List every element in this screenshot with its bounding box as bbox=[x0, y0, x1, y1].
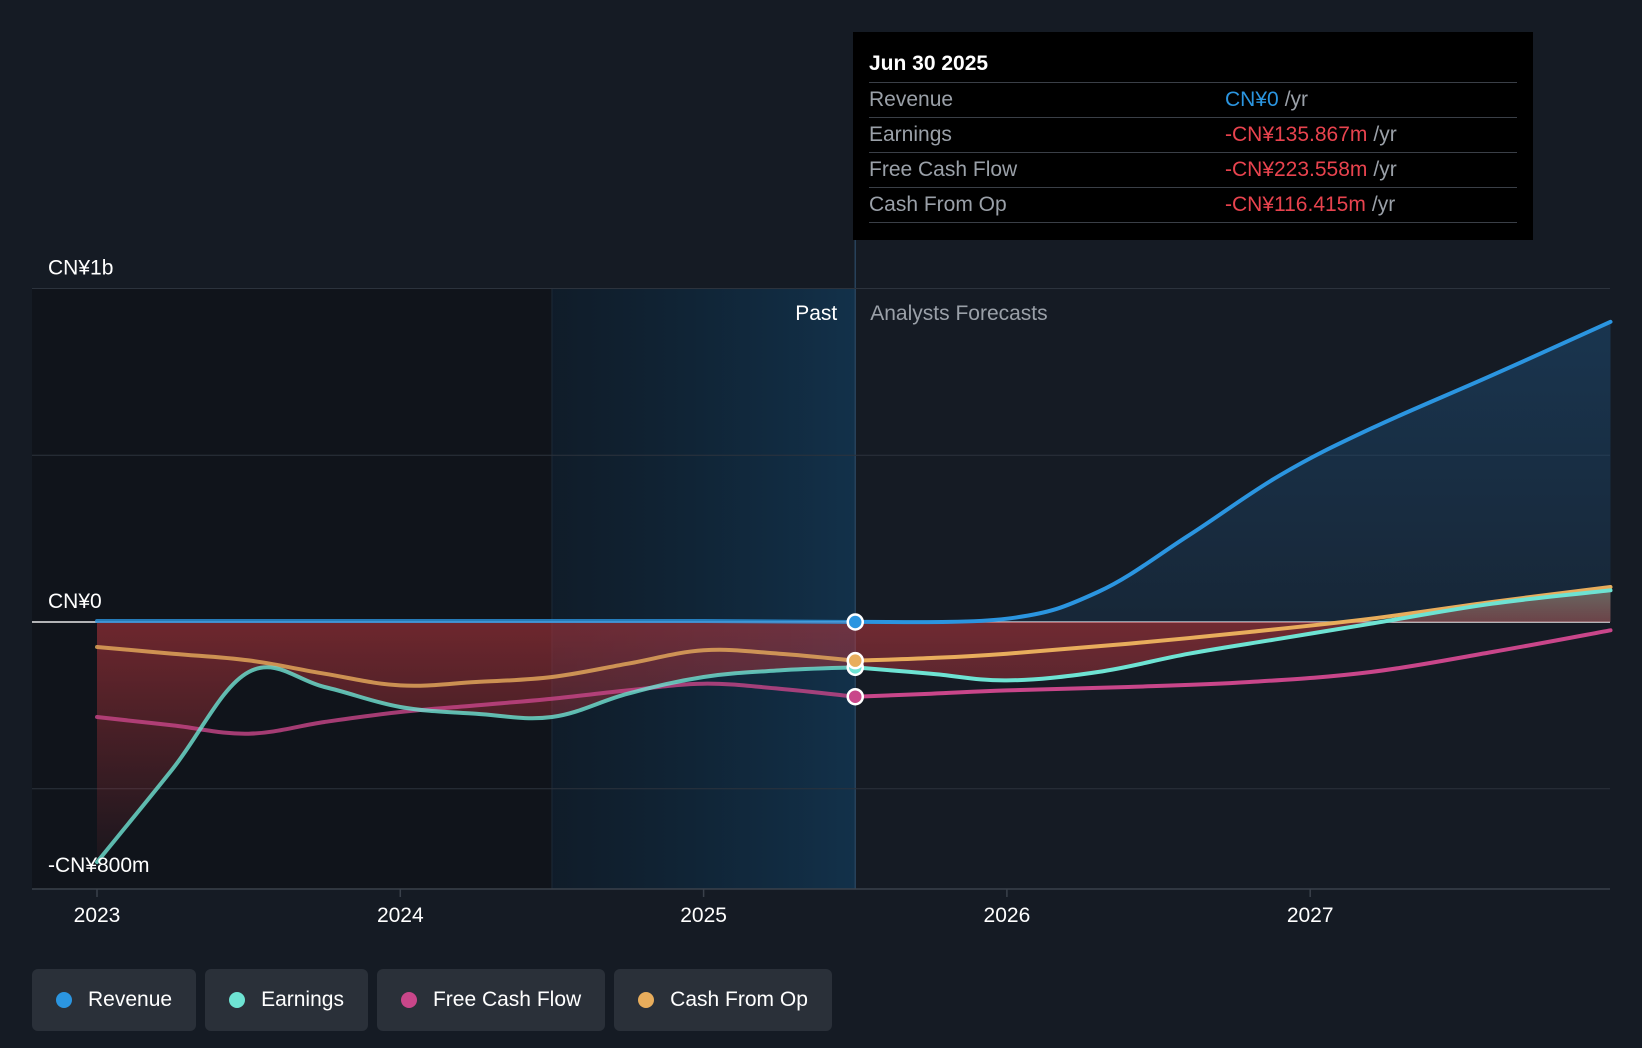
x-tick-label: 2024 bbox=[377, 904, 424, 927]
forecast-label: Analysts Forecasts bbox=[870, 302, 1047, 325]
tooltip-label: Revenue bbox=[869, 88, 954, 111]
x-tick-label: 2026 bbox=[984, 904, 1031, 927]
legend-dot-icon bbox=[229, 992, 246, 1008]
y-tick-label: -CN¥800m bbox=[48, 854, 150, 877]
tooltip-value: -CN¥135.867m bbox=[1225, 123, 1368, 146]
tooltip-row-earnings: Earnings -CN¥135.867m /yr bbox=[869, 118, 1517, 153]
tooltip-unit: /yr bbox=[1373, 158, 1397, 181]
revenue-line-forecast bbox=[853, 319, 1613, 625]
earnings-line-forecast bbox=[853, 588, 1613, 683]
past-label: Past bbox=[795, 302, 837, 325]
y-tick-label: CN¥0 bbox=[48, 590, 102, 613]
tooltip-value: -CN¥116.415m bbox=[1225, 193, 1366, 216]
legend: Revenue Earnings Free Cash Flow Cash Fro… bbox=[32, 969, 832, 1031]
x-tick-label: 2023 bbox=[74, 904, 121, 927]
axis-labels: CN¥1b CN¥0 -CN¥800m 2023 2024 2025 2026 2027 Pas… bbox=[48, 257, 1334, 928]
legend-item-cash-from-op[interactable]: Cash From Op bbox=[614, 969, 832, 1031]
free-cash-flow-line-forecast bbox=[853, 628, 1613, 699]
tooltip-row-free-cash-flow: Free Cash Flow -CN¥223.558m /yr bbox=[869, 153, 1517, 188]
legend-label: Free Cash Flow bbox=[432, 988, 582, 1011]
tooltip-label: Earnings bbox=[869, 123, 952, 146]
tooltip-label: Free Cash Flow bbox=[869, 158, 1018, 181]
cash-from-op-line-past bbox=[95, 645, 858, 688]
legend-item-free-cash-flow[interactable]: Free Cash Flow bbox=[376, 969, 606, 1031]
tooltip-value: -CN¥223.558m bbox=[1225, 158, 1368, 181]
y-tick-label: CN¥1b bbox=[48, 257, 113, 280]
legend-label: Revenue bbox=[88, 988, 173, 1011]
tooltip-date: Jun 30 2025 bbox=[869, 46, 1517, 83]
series-lines bbox=[95, 319, 1613, 865]
free-cash-flow-marker bbox=[846, 687, 864, 706]
legend-item-earnings[interactable]: Earnings bbox=[205, 969, 368, 1031]
cash-from-op-marker bbox=[846, 651, 864, 670]
legend-item-revenue[interactable]: Revenue bbox=[32, 969, 197, 1031]
past-highlight-region bbox=[551, 288, 856, 889]
legend-dot-icon bbox=[56, 992, 72, 1008]
legend-label: Cash From Op bbox=[670, 988, 808, 1011]
free-cash-flow-line-past bbox=[95, 681, 858, 736]
legend-dot-icon bbox=[400, 992, 417, 1008]
earnings-area bbox=[97, 590, 1611, 863]
tooltip-unit: /yr bbox=[1373, 123, 1397, 146]
revenue-area bbox=[97, 321, 1611, 623]
tooltip-row-revenue: Revenue CN¥0 /yr bbox=[869, 83, 1517, 118]
tooltip-unit: /yr bbox=[1371, 193, 1396, 216]
hover-markers bbox=[846, 613, 864, 706]
tooltip-value: CN¥0 bbox=[1225, 88, 1279, 111]
tooltip-unit: /yr bbox=[1284, 88, 1309, 111]
legend-dot-icon bbox=[638, 992, 655, 1008]
legend-label: Earnings bbox=[261, 988, 344, 1011]
tooltip-label: Cash From Op bbox=[869, 193, 1007, 216]
tooltip: Jun 30 2025 Revenue CN¥0 /yr Earnings -C… bbox=[853, 32, 1533, 240]
earnings-line-past bbox=[95, 665, 858, 865]
x-tick-label: 2027 bbox=[1287, 904, 1334, 927]
tooltip-row-cash-from-op: Cash From Op -CN¥116.415m /yr bbox=[869, 188, 1517, 223]
x-tick-label: 2025 bbox=[680, 904, 727, 927]
revenue-marker bbox=[846, 613, 864, 631]
revenue-line-past bbox=[95, 618, 858, 624]
